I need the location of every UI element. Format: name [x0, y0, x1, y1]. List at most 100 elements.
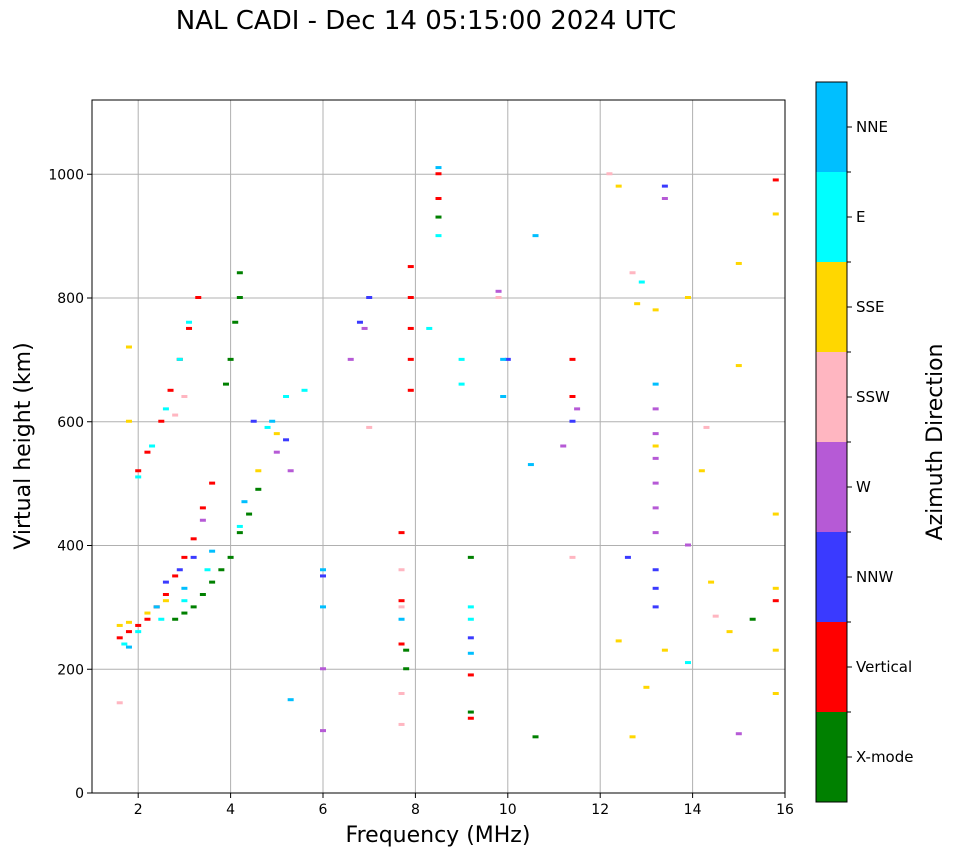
- data-point-vertical: [135, 623, 142, 627]
- chart-title: NAL CADI - Dec 14 05:15:00 2024 UTC: [175, 6, 677, 36]
- data-point-nne: [320, 605, 326, 609]
- data-point-nne: [500, 357, 507, 361]
- data-point-ssw: [181, 395, 188, 398]
- data-point-w: [735, 732, 742, 736]
- data-point-ssw: [398, 568, 405, 572]
- data-point-nnw: [250, 419, 257, 423]
- data-point-vertical: [467, 673, 474, 677]
- data-point-vertical: [172, 574, 179, 578]
- data-point-sse: [273, 432, 280, 436]
- data-point-w: [199, 518, 206, 522]
- plot-frame: [91, 99, 786, 794]
- data-point-x-mode: [435, 215, 442, 219]
- data-point-sse: [708, 580, 715, 584]
- data-point-sse: [772, 212, 779, 216]
- data-point-e: [426, 326, 433, 330]
- data-point-w: [361, 326, 368, 330]
- data-point-vertical: [190, 537, 197, 541]
- data-point-sse: [661, 648, 668, 652]
- y-tick-label: 1000: [48, 167, 84, 183]
- y-tick-label: 400: [57, 539, 84, 555]
- data-point-nne: [527, 463, 534, 467]
- data-point-nne: [320, 568, 326, 572]
- data-point-vertical: [407, 296, 414, 299]
- data-point-w: [652, 506, 659, 510]
- data-point-e: [458, 357, 465, 361]
- data-point-sse: [735, 364, 742, 368]
- colorbar-label-x-mode: X-mode: [856, 748, 913, 766]
- data-point-e: [135, 475, 142, 479]
- data-point-w: [684, 543, 691, 547]
- data-point-x-mode: [532, 735, 539, 739]
- data-point-w: [652, 531, 659, 535]
- x-tick-label: 10: [499, 802, 517, 818]
- data-point-vertical: [209, 481, 216, 485]
- plot-area: [92, 100, 785, 793]
- data-point-nne: [287, 698, 294, 702]
- data-point-nne: [209, 549, 216, 553]
- data-point-nnw: [652, 586, 659, 590]
- data-point-nnw: [366, 296, 373, 299]
- x-axis-label: Frequency (MHz): [346, 823, 531, 848]
- x-tick-label: 2: [134, 802, 143, 818]
- colorbar-frame: [815, 81, 848, 803]
- data-point-vertical: [162, 593, 169, 596]
- data-point-ssw: [398, 605, 405, 609]
- data-point-ssw: [398, 722, 405, 726]
- data-point-nne: [467, 651, 474, 655]
- data-point-sse: [772, 512, 779, 516]
- data-point-w: [273, 450, 280, 454]
- data-point-sse: [643, 685, 650, 689]
- data-point-x-mode: [255, 487, 262, 491]
- colorbar-segment-x-mode: [816, 712, 847, 802]
- x-tick-label: 4: [226, 802, 235, 818]
- data-point-sse: [255, 469, 262, 473]
- colorbar-segment-vertical: [816, 622, 847, 712]
- data-point-vertical: [186, 326, 193, 330]
- data-point-x-mode: [227, 357, 234, 361]
- data-point-nne: [241, 500, 248, 504]
- data-point-vertical: [435, 197, 442, 200]
- data-point-e: [186, 320, 193, 324]
- data-point-nnw: [504, 357, 511, 361]
- data-point-w: [652, 432, 659, 436]
- data-point-nnw: [283, 438, 290, 442]
- data-point-vertical: [398, 599, 405, 603]
- data-point-nnw: [661, 184, 668, 188]
- data-point-e: [283, 395, 290, 398]
- data-point-e: [158, 617, 165, 621]
- data-point-e: [204, 568, 211, 572]
- colorbar-segment-w: [816, 442, 847, 532]
- data-point-nne: [125, 645, 132, 649]
- y-tick-label: 600: [57, 415, 84, 431]
- data-point-sse: [652, 444, 659, 448]
- data-point-nnw: [190, 555, 197, 559]
- data-point-nnw: [569, 419, 576, 423]
- data-point-nnw: [320, 574, 326, 578]
- colorbar-label-nnw: NNW: [856, 568, 893, 586]
- data-point-x-mode: [227, 555, 234, 559]
- colorbar-label: Azimuth Direction: [923, 343, 948, 540]
- x-tick-label: 8: [411, 802, 420, 818]
- x-tick-label: 6: [319, 802, 328, 818]
- data-point-vertical: [144, 450, 151, 454]
- data-point-x-mode: [232, 320, 239, 324]
- data-point-x-mode: [403, 667, 410, 671]
- data-point-e: [467, 605, 474, 609]
- data-point-ssw: [629, 271, 636, 275]
- colorbar-label-e: E: [856, 208, 865, 226]
- data-point-nne: [435, 166, 442, 170]
- colorbar-segment-e: [816, 172, 847, 262]
- data-point-sse: [125, 419, 132, 423]
- data-point-vertical: [407, 388, 414, 392]
- data-point-nnw: [467, 636, 474, 640]
- data-point-x-mode: [236, 531, 243, 535]
- data-point-sse: [772, 586, 779, 590]
- data-point-vertical: [199, 506, 206, 510]
- data-point-sse: [116, 623, 123, 627]
- data-point-nne: [153, 605, 160, 609]
- data-point-e: [684, 661, 691, 665]
- data-point-sse: [735, 261, 742, 265]
- colorbar-label-vertical: Vertical: [856, 658, 912, 676]
- data-point-vertical: [772, 599, 779, 603]
